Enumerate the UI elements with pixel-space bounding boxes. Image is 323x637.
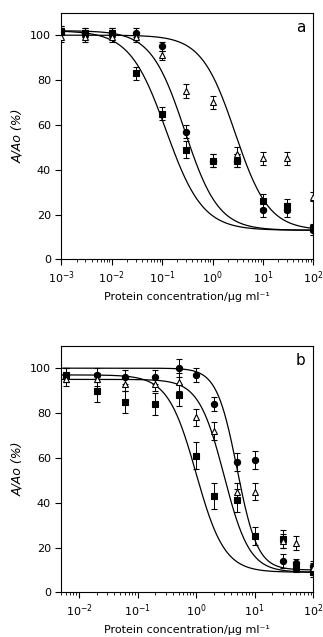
Text: a: a <box>296 20 305 35</box>
Y-axis label: A/Ao (%): A/Ao (%) <box>11 109 25 163</box>
Y-axis label: A/Ao (%): A/Ao (%) <box>11 442 25 496</box>
Text: b: b <box>296 353 306 368</box>
X-axis label: Protein concentration/μg ml⁻¹: Protein concentration/μg ml⁻¹ <box>104 625 270 635</box>
X-axis label: Protein concentration/μg ml⁻¹: Protein concentration/μg ml⁻¹ <box>104 292 270 302</box>
